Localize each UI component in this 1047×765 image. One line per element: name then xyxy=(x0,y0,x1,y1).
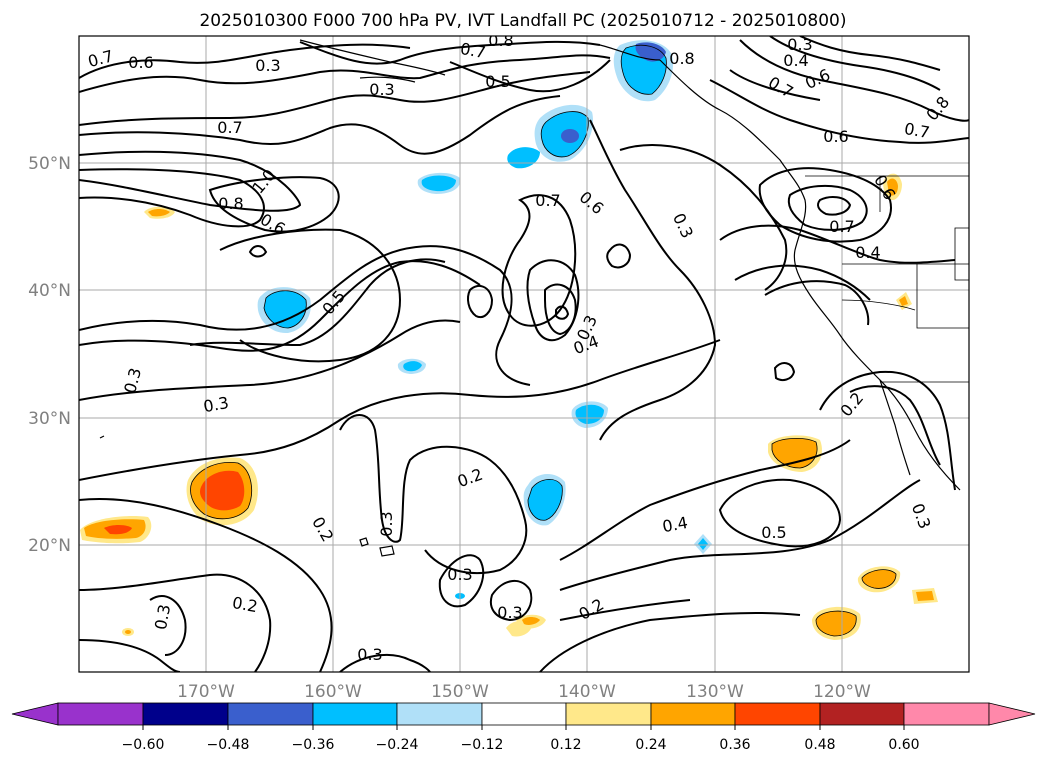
contour-label: 0.6 xyxy=(128,53,153,72)
colorbar-tick-label: −0.60 xyxy=(122,737,165,753)
colorbar-extend-high xyxy=(988,702,1036,726)
patch-outlines xyxy=(190,44,897,637)
contour-label: 0.3 xyxy=(255,56,280,75)
colorbar-segment xyxy=(903,702,990,726)
colorbar-segment xyxy=(227,702,314,726)
positive-patch xyxy=(104,525,132,535)
negative-patch xyxy=(264,290,307,328)
colorbar-segment xyxy=(57,702,144,726)
colorbar xyxy=(11,702,1036,726)
colorbar-segment xyxy=(481,702,567,726)
colorbar-extend-low xyxy=(11,702,59,726)
contour-label: 0.7 xyxy=(903,119,931,142)
colorbar-segment xyxy=(734,702,821,726)
gridlines xyxy=(79,36,969,672)
map-background xyxy=(79,36,969,672)
negative-patch xyxy=(698,538,708,550)
contour-label: 0.3 xyxy=(497,603,522,622)
positive-patch xyxy=(125,630,131,634)
positive-patch xyxy=(200,470,245,511)
contour-label: 0.7 xyxy=(217,118,242,137)
longitude-labels: 170°W 160°W 150°W 140°W 130°W 120°W xyxy=(177,682,871,702)
colorbar-tick-label: 0.12 xyxy=(550,737,581,753)
contour-label: 0.8 xyxy=(669,49,694,68)
lon-label: 140°W xyxy=(558,682,616,702)
contour-label: 0.8 xyxy=(218,194,243,213)
lat-label: 50°N xyxy=(28,154,71,174)
colorbar-tick-label: 0.24 xyxy=(635,737,666,753)
negative-patch xyxy=(561,129,579,143)
contour-label: 0.3 xyxy=(369,80,394,99)
positive-patch xyxy=(887,178,898,196)
colorbar-segment xyxy=(819,702,905,726)
shaded-patches xyxy=(80,40,938,640)
contour-label: 0.3 xyxy=(787,35,812,54)
positive-patch xyxy=(916,591,934,601)
lat-label: 40°N xyxy=(28,281,71,301)
contour-label: 0.6 xyxy=(823,127,848,146)
negative-patch xyxy=(635,42,666,62)
colorbar-segment xyxy=(650,702,736,726)
contour-label: 0.4 xyxy=(661,513,689,536)
lat-label: 30°N xyxy=(28,409,71,429)
colorbar-segment xyxy=(565,702,652,726)
map-frame xyxy=(78,35,970,673)
map-panel: 0.7 0.6 0.3 0.3 0.7 0.8 0.5 0.8 0.3 0.4 … xyxy=(28,31,970,702)
latitude-labels: 50°N 40°N 30°N 20°N xyxy=(28,154,71,556)
positive-patch xyxy=(148,209,170,217)
contour-label: 0.4 xyxy=(855,243,880,262)
lon-label: 150°W xyxy=(431,682,489,702)
positive-patch xyxy=(522,617,540,625)
colorbar-tick-label: 0.48 xyxy=(804,737,835,753)
contour-label: 0.5 xyxy=(761,523,786,542)
colorbar-tick-label: −0.36 xyxy=(292,737,335,753)
lon-label: 130°W xyxy=(686,682,744,702)
boundaries xyxy=(805,175,969,383)
contour-label: 0.7 xyxy=(829,217,854,236)
colorbar-ticks: −0.60 −0.48 −0.36 −0.24 −0.12 0.12 0.24 … xyxy=(122,725,920,753)
colorbar-segment xyxy=(142,702,229,726)
lon-label: 160°W xyxy=(304,682,362,702)
colorbar-segment xyxy=(312,702,398,726)
contour-label: 0.7 xyxy=(459,39,487,62)
lat-label: 20°N xyxy=(28,536,71,556)
positive-patch xyxy=(862,569,896,589)
colorbar-tick-label: 0.60 xyxy=(888,737,919,753)
contour-label: 0.3 xyxy=(377,511,396,536)
colorbar-tick-label: 0.36 xyxy=(719,737,750,753)
negative-patch xyxy=(528,479,563,521)
lon-label: 120°W xyxy=(813,682,871,702)
lon-label: 170°W xyxy=(177,682,235,702)
positive-patch xyxy=(899,296,908,306)
chart-title: 2025010300 F000 700 hPa PV, IVT Landfall… xyxy=(199,11,846,31)
negative-patch xyxy=(421,175,456,192)
contour-label: 0.3 xyxy=(202,393,230,416)
colorbar-tick-label: −0.12 xyxy=(461,737,504,753)
colorbar-segment xyxy=(396,702,483,726)
contour-label: 0.3 xyxy=(357,645,382,664)
colorbar-tick-label: −0.24 xyxy=(376,737,419,753)
contour-label: 0.8 xyxy=(488,31,513,50)
contour-label: 0.4 xyxy=(783,51,808,70)
positive-patch xyxy=(816,611,857,636)
colorbar-tick-label: −0.48 xyxy=(207,737,250,753)
contour-label: 0.5 xyxy=(485,72,510,91)
contour-label: 0.2 xyxy=(231,593,259,616)
pv-contours xyxy=(79,36,969,672)
contour-label: 0.7 xyxy=(535,191,560,210)
negative-patch xyxy=(575,404,604,424)
contour-label: 0.3 xyxy=(447,565,472,584)
negative-patch xyxy=(403,361,422,372)
contour-label: 0.3 xyxy=(151,603,174,631)
coastlines xyxy=(99,39,961,557)
